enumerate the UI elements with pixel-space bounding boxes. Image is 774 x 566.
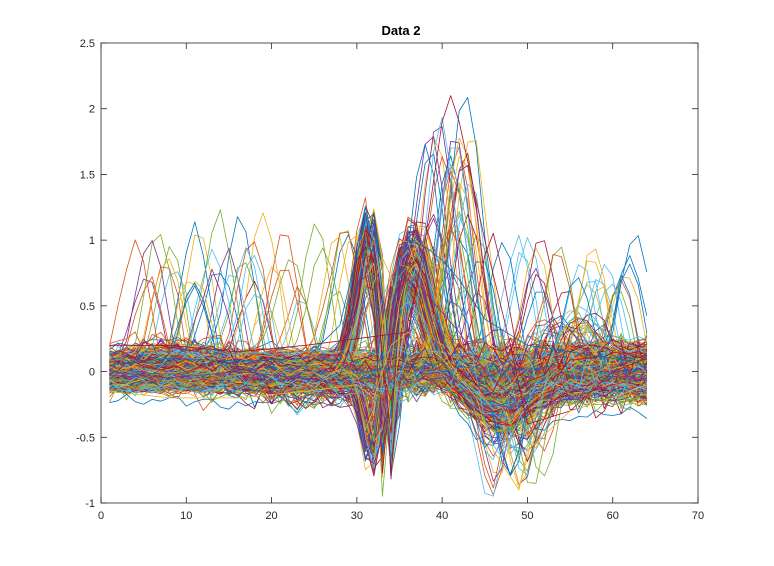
y-tick-label: 1.5 — [80, 169, 95, 181]
x-tick-label: 0 — [98, 510, 104, 522]
chart-title: Data 2 — [381, 23, 420, 38]
series-line — [109, 305, 647, 431]
series-line-representative — [109, 95, 647, 425]
series-line-representative — [109, 331, 647, 491]
x-tick-label: 40 — [436, 510, 448, 522]
series-line — [109, 257, 647, 384]
y-tick-label: -0.5 — [76, 432, 95, 444]
y-tick-label: 2.5 — [80, 38, 95, 50]
x-tick-label: 60 — [607, 510, 619, 522]
y-tick-label: 2 — [89, 104, 95, 116]
series-line — [109, 214, 647, 453]
series-line — [109, 341, 647, 391]
series-line — [109, 339, 648, 380]
y-tick-label: 1 — [89, 235, 95, 247]
series-line — [109, 317, 648, 472]
series-line — [109, 265, 648, 441]
series-line — [109, 348, 648, 403]
series-line-representative — [109, 272, 647, 464]
series-line — [109, 263, 647, 442]
series-line-representative — [109, 213, 647, 366]
axes-box — [100, 42, 699, 504]
series-line — [109, 116, 647, 458]
x-tick-label: 20 — [265, 510, 277, 522]
y-tick-label: 0 — [89, 367, 95, 379]
x-tick-label: 10 — [180, 510, 192, 522]
x-tick-label: 70 — [692, 510, 704, 522]
x-tick-label: 50 — [521, 510, 533, 522]
series-line — [109, 267, 647, 401]
axis-layer: 0 10 20 30 40 50 60 70 -1 -0.5 0 0.5 1 1.5 2 2.5 — [76, 38, 704, 522]
series-line — [109, 278, 647, 477]
y-tick-label: 0.5 — [80, 301, 95, 313]
x-tick-label: 30 — [351, 510, 363, 522]
series-line — [109, 229, 647, 434]
series-line — [109, 312, 647, 430]
series-layer — [109, 95, 648, 497]
y-tick-label: -1 — [85, 498, 95, 510]
